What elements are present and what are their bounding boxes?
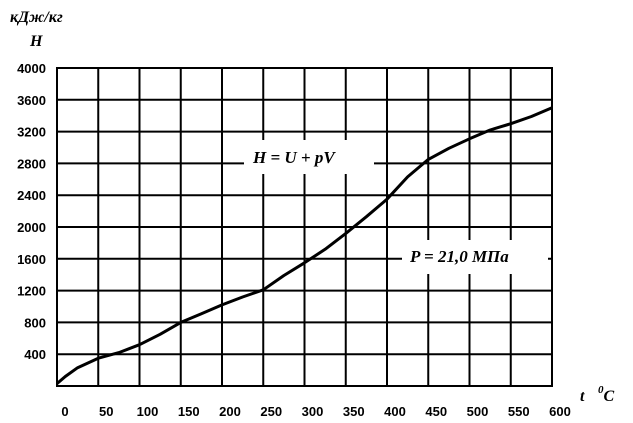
y-tick-label: 2800 (17, 156, 46, 171)
series (56, 106, 553, 385)
x-tick-label: 0 (61, 404, 68, 419)
x-axis-unit: 0C (598, 384, 615, 405)
y-axis-label: H (29, 33, 43, 50)
x-tick-label: 250 (260, 404, 282, 419)
annotation-formula: H = U + pV (244, 140, 374, 174)
grid (56, 67, 553, 387)
y-axis-unit: кДж/кг (10, 9, 63, 26)
annotation-pressure: P = 21,0 МПа (402, 240, 548, 274)
x-tick-label: 550 (508, 404, 530, 419)
y-tick-label: 3600 (17, 93, 46, 108)
y-tick-label: 4000 (17, 61, 46, 76)
x-tick-label: 350 (343, 404, 365, 419)
y-tick-label: 1600 (17, 252, 46, 267)
annotation-formula-text: H = U + pV (252, 148, 336, 167)
x-tick-label: 600 (549, 404, 571, 419)
y-tick-label: 2400 (17, 188, 46, 203)
y-tick-label: 800 (24, 315, 46, 330)
x-tick-labels: 0 50 100 150 200 250 300 350 400 450 500 550 600 (61, 404, 570, 419)
y-tick-label: 3200 (17, 125, 46, 140)
y-tick-label: 2000 (17, 220, 46, 235)
x-tick-label: 100 (137, 404, 159, 419)
x-tick-label: 300 (302, 404, 324, 419)
x-tick-label: 500 (467, 404, 489, 419)
x-tick-label: 150 (178, 404, 200, 419)
x-axis-label: t (580, 388, 585, 405)
y-tick-label: 400 (24, 347, 46, 362)
x-tick-label: 400 (384, 404, 406, 419)
annotation-pressure-text: P = 21,0 МПа (409, 247, 509, 266)
x-tick-label: 200 (219, 404, 241, 419)
x-tick-label: 50 (99, 404, 113, 419)
y-tick-label: 1200 (17, 284, 46, 299)
y-tick-labels: 400 800 1200 1600 2000 2400 2800 3200 3600 4000 (17, 61, 46, 362)
enthalpy-line (56, 106, 553, 385)
x-tick-label: 450 (425, 404, 447, 419)
